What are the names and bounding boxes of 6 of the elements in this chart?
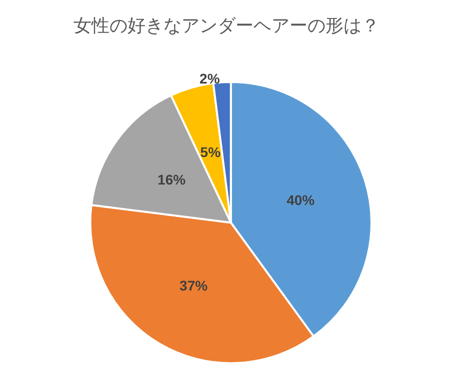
data-label: 37% (180, 278, 208, 294)
data-label: 40% (286, 192, 316, 208)
data-label: 2% (200, 70, 220, 86)
data-label: 16% (158, 172, 186, 188)
chart-title: 女性の好きなアンダーヘアーの形は？ (74, 16, 380, 36)
data-label: 5% (200, 144, 222, 160)
